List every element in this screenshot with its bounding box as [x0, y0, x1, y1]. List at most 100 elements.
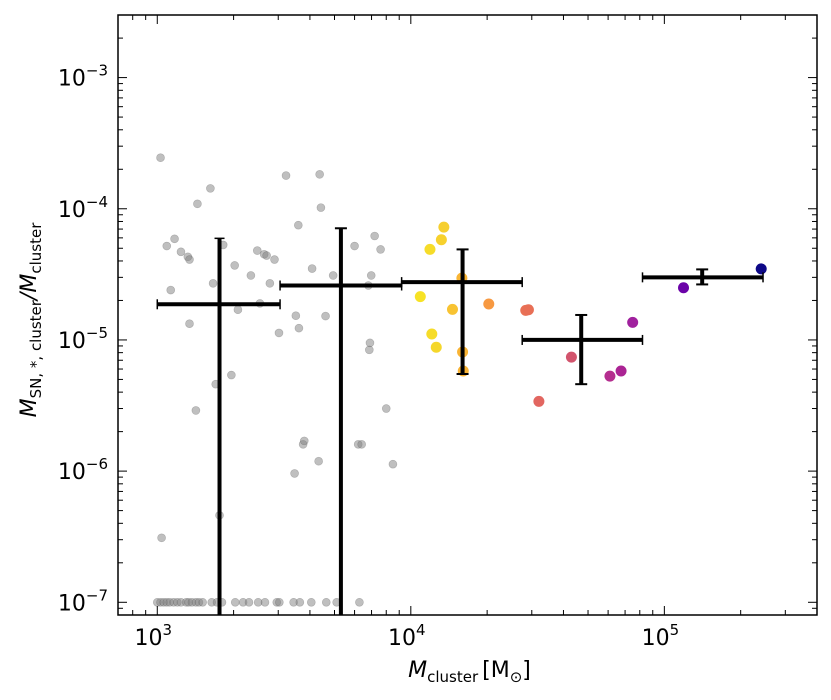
gray-data-point: [246, 271, 256, 280]
gray-data-point: [370, 231, 379, 241]
errorbars-layer: [156, 227, 764, 615]
gray-data-point: [230, 261, 239, 270]
colored-data-point: [565, 351, 577, 363]
colored-data-point: [446, 303, 458, 315]
gray-zero-point: [198, 597, 207, 607]
gray-data-point: [227, 370, 236, 380]
x-label-unit: [M: [482, 658, 510, 683]
gray-data-point: [388, 459, 398, 469]
gray-data-point: [265, 279, 275, 288]
x-label-unit-close: ]: [522, 658, 531, 683]
x-tick-base: 10: [642, 626, 670, 651]
gray-data-point: [233, 305, 243, 315]
colored-data-point: [522, 304, 534, 316]
gray-data-point: [252, 246, 262, 255]
gray-data-point: [350, 241, 359, 251]
gray-zero-point: [230, 597, 240, 607]
x-tick-label: 105: [642, 621, 680, 651]
y-tick-exponent: −6: [86, 455, 108, 473]
gray-zero-point: [275, 597, 284, 607]
x-axis-label: Mcluster [M⊙]: [408, 658, 531, 686]
y-tick-label: 10−4: [58, 193, 108, 223]
gray-data-point: [191, 406, 201, 415]
colored-data-point: [604, 370, 616, 382]
gray-data-point: [321, 311, 330, 321]
gray-data-point: [294, 323, 304, 333]
gray-data-point: [291, 311, 301, 321]
gray-data-point: [365, 338, 375, 348]
y-tick-base: 10: [58, 67, 86, 92]
colored-data-point: [755, 263, 767, 275]
gray-data-point: [328, 271, 338, 280]
y-label-divisor: /M: [17, 274, 42, 302]
gray-data-point: [208, 279, 218, 288]
gray-data-point: [357, 440, 366, 449]
gray-data-point: [299, 436, 309, 446]
colored-data-point: [430, 341, 442, 353]
y-tick-label: 10−7: [58, 586, 108, 616]
gray-data-point: [193, 199, 202, 209]
colored-data-point: [414, 291, 426, 303]
x-tick-label: 103: [135, 621, 173, 651]
y-tick-exponent: −5: [86, 324, 108, 342]
gray-zero-point: [244, 597, 254, 607]
y-tick-exponent: −7: [86, 586, 108, 604]
gray-data-point: [162, 241, 172, 251]
y-tick-base: 10: [58, 591, 86, 616]
gray-data-point: [316, 203, 326, 212]
y-label-symbol: M: [17, 398, 42, 417]
gray-data-point: [170, 234, 179, 244]
x-tick-base: 10: [388, 626, 416, 651]
gray-points-layer: [152, 153, 398, 607]
gray-data-point: [156, 153, 165, 163]
gray-data-point: [307, 264, 317, 273]
gray-data-point: [157, 533, 166, 543]
colored-data-point: [627, 316, 639, 328]
gray-zero-point: [306, 597, 316, 607]
x-label-unit-subscript: ⊙: [510, 668, 523, 686]
gray-data-point: [376, 245, 385, 254]
x-tick-label: 104: [388, 621, 426, 651]
plot-frame: [117, 14, 818, 616]
y-axis-label: MSN, *, cluster/Mcluster: [17, 222, 45, 418]
gray-data-point: [366, 271, 376, 280]
gray-data-point: [315, 170, 324, 179]
colored-data-point: [435, 234, 447, 246]
colored-data-point: [615, 365, 627, 377]
gray-data-point: [185, 319, 194, 328]
gray-zero-point: [355, 597, 364, 607]
x-label-subscript: cluster: [427, 668, 479, 686]
colored-data-point: [533, 395, 545, 407]
colored-data-point: [678, 282, 690, 294]
gray-data-point: [185, 255, 194, 264]
gray-zero-point: [260, 597, 270, 607]
gray-data-point: [166, 285, 176, 295]
x-tick-exponent: 4: [416, 621, 426, 639]
y-label-subscript-2: cluster: [27, 222, 45, 274]
gray-data-point: [270, 255, 279, 264]
gray-data-point: [274, 328, 284, 338]
y-tick-base: 10: [58, 329, 86, 354]
y-tick-exponent: −4: [86, 193, 108, 211]
y-tick-label: 10−3: [58, 62, 108, 92]
gray-data-point: [381, 404, 391, 413]
gray-data-point: [262, 251, 271, 260]
gray-data-point: [294, 220, 303, 230]
y-tick-label: 10−5: [58, 324, 108, 354]
x-tick-base: 10: [135, 626, 163, 651]
gray-zero-point: [295, 597, 305, 607]
colored-data-point: [483, 298, 495, 310]
colored-data-point: [424, 243, 436, 255]
x-label-symbol: M: [408, 658, 427, 683]
gray-zero-point: [321, 597, 331, 607]
x-tick-exponent: 5: [670, 621, 680, 639]
gray-data-point: [176, 247, 186, 257]
y-tick-exponent: −3: [86, 62, 108, 80]
colored-data-point: [426, 328, 438, 340]
gray-data-point: [281, 171, 291, 180]
gray-data-point: [206, 184, 215, 193]
colored-data-point: [438, 221, 450, 233]
